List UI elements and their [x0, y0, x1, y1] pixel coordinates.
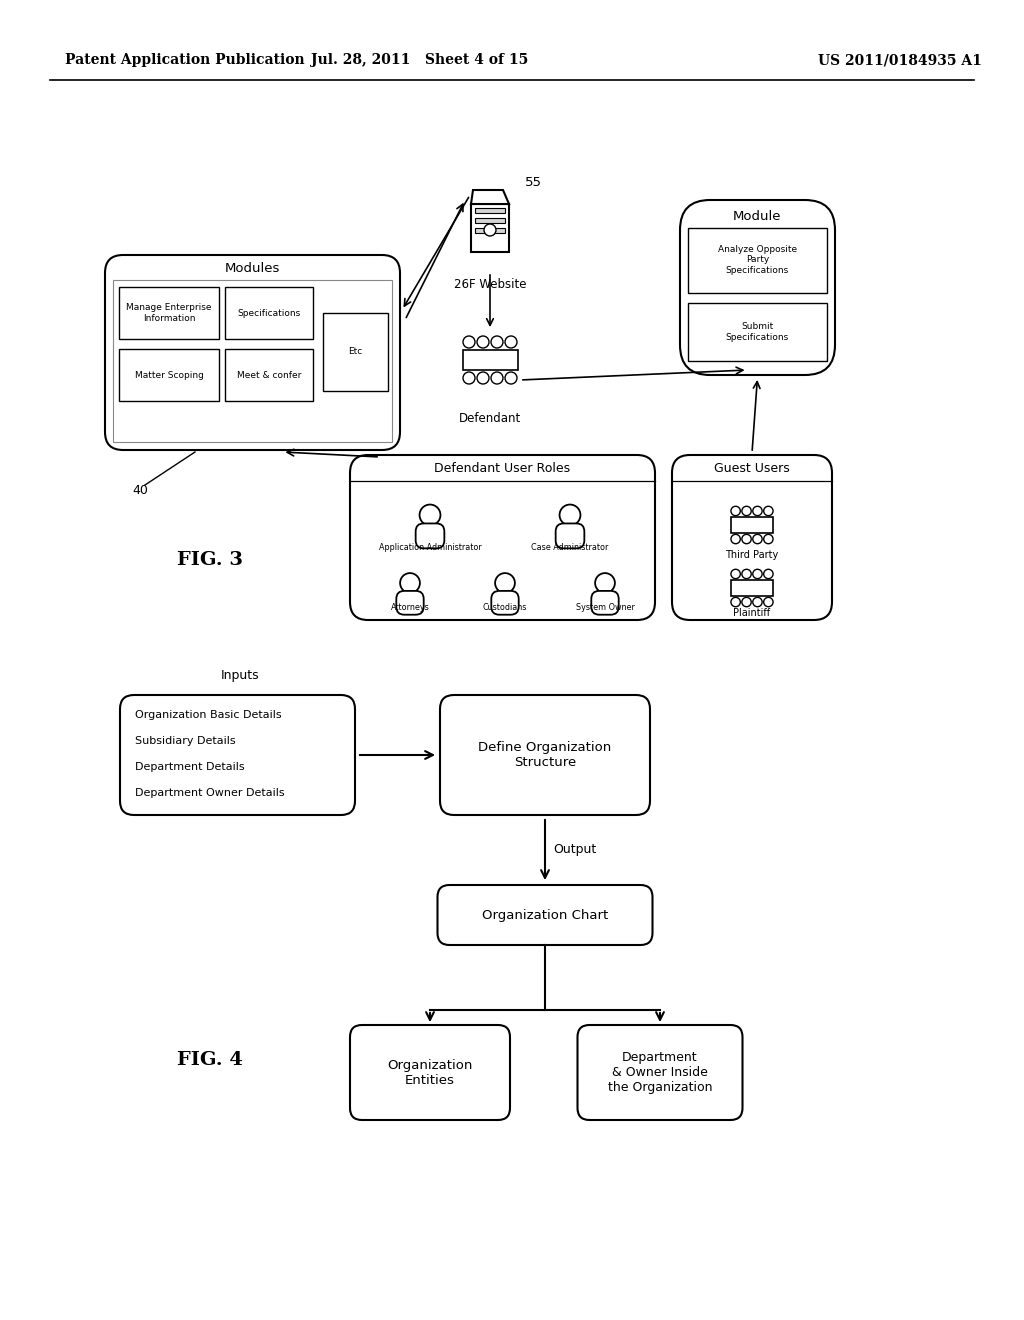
Bar: [730, 517, 773, 533]
Text: Defendant User Roles: Defendant User Roles: [434, 462, 570, 475]
Circle shape: [764, 535, 773, 544]
Circle shape: [490, 337, 503, 348]
Circle shape: [741, 535, 752, 544]
Circle shape: [753, 507, 762, 516]
Text: Guest Users: Guest Users: [714, 462, 790, 475]
Text: FIG. 3: FIG. 3: [177, 550, 243, 569]
Bar: [730, 581, 773, 595]
FancyBboxPatch shape: [672, 455, 831, 620]
Text: Analyze Opposite
Party
Specifications: Analyze Opposite Party Specifications: [718, 246, 797, 275]
Text: System Owner: System Owner: [575, 603, 635, 612]
Text: FIG. 4: FIG. 4: [177, 1051, 243, 1069]
FancyBboxPatch shape: [105, 255, 400, 450]
Text: Inputs: Inputs: [221, 668, 259, 681]
Circle shape: [495, 573, 515, 593]
Circle shape: [559, 504, 581, 525]
FancyBboxPatch shape: [437, 884, 652, 945]
Circle shape: [463, 372, 475, 384]
Bar: [688, 228, 827, 293]
Text: Subsidiary Details: Subsidiary Details: [135, 737, 236, 746]
Bar: [113, 280, 392, 442]
Text: Module: Module: [733, 210, 781, 223]
Text: Jul. 28, 2011   Sheet 4 of 15: Jul. 28, 2011 Sheet 4 of 15: [311, 53, 528, 67]
Bar: [225, 286, 313, 339]
FancyBboxPatch shape: [591, 591, 618, 615]
Circle shape: [741, 507, 752, 516]
Circle shape: [753, 569, 762, 578]
Bar: [225, 348, 313, 401]
Text: 55: 55: [525, 176, 542, 189]
Text: Custodians: Custodians: [482, 603, 527, 612]
FancyBboxPatch shape: [680, 201, 835, 375]
Circle shape: [477, 337, 489, 348]
Circle shape: [420, 504, 440, 525]
Text: Output: Output: [553, 843, 596, 857]
Text: Application Administrator: Application Administrator: [379, 544, 481, 553]
Text: 40: 40: [132, 483, 147, 496]
Circle shape: [764, 569, 773, 578]
Text: Specifications: Specifications: [238, 309, 301, 318]
Circle shape: [400, 573, 420, 593]
FancyBboxPatch shape: [492, 591, 519, 615]
FancyBboxPatch shape: [556, 524, 585, 548]
Text: Organization
Entities: Organization Entities: [387, 1059, 473, 1086]
FancyBboxPatch shape: [440, 696, 650, 814]
Circle shape: [595, 573, 614, 593]
Circle shape: [753, 535, 762, 544]
Bar: [323, 313, 388, 391]
Text: 26F Website: 26F Website: [454, 279, 526, 290]
Text: Meet & confer: Meet & confer: [237, 371, 301, 380]
Text: Department Owner Details: Department Owner Details: [135, 788, 285, 799]
Circle shape: [505, 337, 517, 348]
FancyBboxPatch shape: [120, 696, 355, 814]
Circle shape: [490, 372, 503, 384]
Text: Defendant: Defendant: [459, 412, 521, 425]
Text: Manage Enterprise
Information: Manage Enterprise Information: [126, 304, 212, 322]
Bar: [475, 228, 505, 234]
Text: Etc: Etc: [348, 347, 362, 356]
Circle shape: [484, 224, 496, 236]
Bar: [463, 350, 517, 370]
Circle shape: [764, 507, 773, 516]
Text: Plaintiff: Plaintiff: [733, 609, 771, 618]
FancyBboxPatch shape: [578, 1026, 742, 1119]
Text: Department
& Owner Inside
the Organization: Department & Owner Inside the Organizati…: [608, 1051, 713, 1094]
Text: Organization Basic Details: Organization Basic Details: [135, 710, 282, 719]
Bar: [119, 348, 219, 401]
Text: Attorneys: Attorneys: [390, 603, 429, 612]
Bar: [471, 205, 509, 252]
Bar: [475, 209, 505, 213]
Text: Third Party: Third Party: [725, 550, 778, 560]
Bar: [119, 286, 219, 339]
FancyBboxPatch shape: [350, 455, 655, 620]
Circle shape: [741, 569, 752, 578]
FancyBboxPatch shape: [416, 524, 444, 548]
Circle shape: [731, 569, 740, 578]
Circle shape: [505, 372, 517, 384]
Text: Matter Scoping: Matter Scoping: [134, 371, 204, 380]
Bar: [475, 218, 505, 223]
Circle shape: [463, 337, 475, 348]
Circle shape: [731, 507, 740, 516]
Text: Modules: Modules: [225, 263, 281, 276]
FancyBboxPatch shape: [350, 1026, 510, 1119]
Circle shape: [477, 372, 489, 384]
FancyBboxPatch shape: [396, 591, 424, 615]
Text: Patent Application Publication: Patent Application Publication: [65, 53, 304, 67]
Circle shape: [731, 598, 740, 607]
Text: Organization Chart: Organization Chart: [482, 908, 608, 921]
Circle shape: [764, 598, 773, 607]
Polygon shape: [471, 190, 509, 205]
Text: Case Administrator: Case Administrator: [531, 544, 608, 553]
Circle shape: [753, 598, 762, 607]
Text: Department Details: Department Details: [135, 762, 245, 772]
Text: Submit
Specifications: Submit Specifications: [726, 322, 790, 342]
Circle shape: [741, 598, 752, 607]
Bar: [688, 304, 827, 360]
Circle shape: [731, 535, 740, 544]
Text: Define Organization
Structure: Define Organization Structure: [478, 741, 611, 770]
Text: US 2011/0184935 A1: US 2011/0184935 A1: [818, 53, 982, 67]
